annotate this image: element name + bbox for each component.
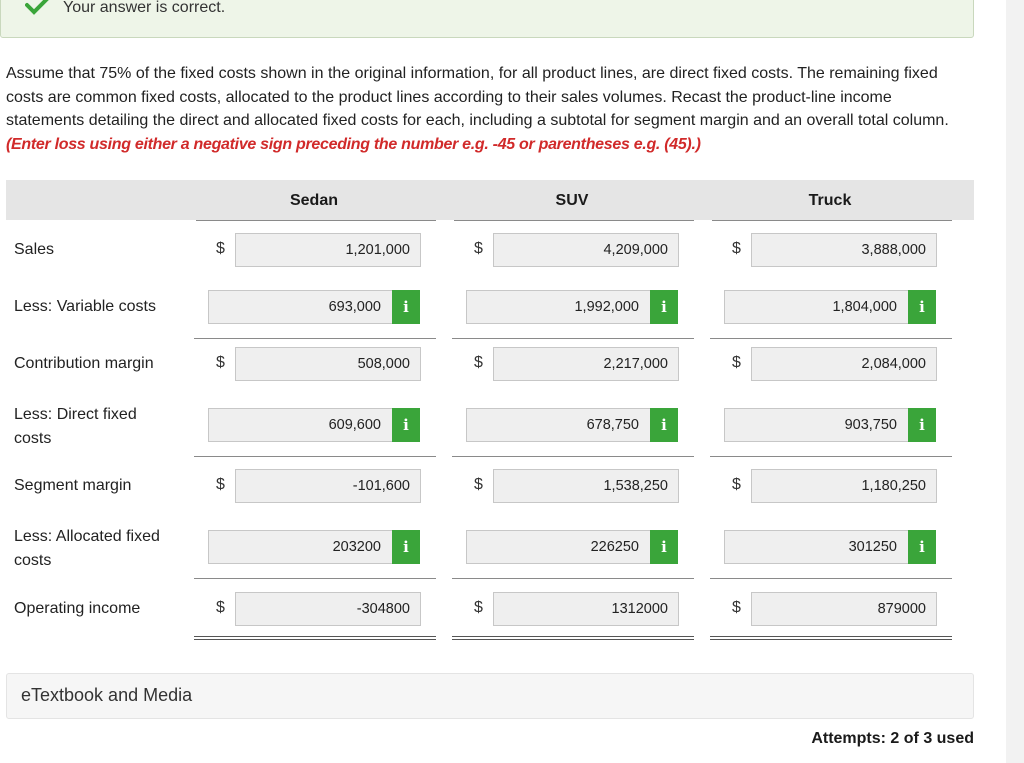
info-icon[interactable]: i (650, 530, 678, 564)
info-icon[interactable]: i (908, 408, 936, 442)
currency-symbol: $ (732, 240, 741, 257)
question-text: Assume that 75% of the fixed costs shown… (6, 62, 966, 156)
info-icon[interactable]: i (650, 408, 678, 442)
amount-input[interactable]: 903,750 i (724, 408, 936, 442)
scrollbar[interactable] (1006, 0, 1024, 763)
amount-input[interactable]: 1,538,250 (493, 469, 679, 503)
info-icon[interactable]: i (392, 408, 420, 442)
amount-value: 609,600 (328, 417, 381, 433)
total-double-underline (710, 636, 952, 640)
amount-input[interactable]: 508,000 (235, 347, 421, 381)
question-body: Assume that 75% of the fixed costs shown… (6, 65, 949, 129)
amount-input[interactable]: 2,217,000 (493, 347, 679, 381)
currency-symbol: $ (474, 476, 483, 493)
info-icon[interactable]: i (650, 290, 678, 324)
amount-value: 301250 (848, 539, 897, 555)
currency-symbol: $ (732, 599, 741, 616)
amount-input[interactable]: -101,600 (235, 469, 421, 503)
amount-input[interactable]: 1,804,000 i (724, 290, 936, 324)
total-double-underline (194, 636, 436, 640)
subtotal-underline (194, 456, 436, 457)
amount-input[interactable]: 693,000 i (208, 290, 420, 324)
row-label: Contribution margin (14, 355, 154, 372)
row-label: Sales (14, 241, 55, 258)
amount-value: 1,992,000 (574, 299, 639, 315)
column-header-sedan: Sedan (289, 192, 338, 209)
amount-input[interactable]: -304800 (235, 592, 421, 626)
amount-input[interactable]: 1,180,250 (751, 469, 937, 503)
total-double-underline (452, 636, 694, 640)
subtotal-underline (452, 338, 694, 339)
currency-symbol: $ (474, 599, 483, 616)
info-icon[interactable]: i (392, 290, 420, 324)
currency-symbol: $ (474, 240, 483, 257)
amount-input[interactable]: 609,600 i (208, 408, 420, 442)
subtotal-underline (710, 578, 952, 579)
row-label: Less: Direct fixed costs (14, 406, 137, 447)
amount-value: 203200 (332, 539, 381, 555)
info-icon[interactable]: i (908, 290, 936, 324)
currency-symbol: $ (216, 476, 225, 493)
row-label: Operating income (14, 600, 141, 617)
correct-answer-banner: Your answer is correct. (0, 0, 974, 38)
subtotal-underline (710, 456, 952, 457)
header-underline (712, 220, 952, 221)
amount-input[interactable]: 2,084,000 (751, 347, 937, 381)
subtotal-underline (710, 338, 952, 339)
table-header (6, 180, 974, 220)
subtotal-underline (194, 578, 436, 579)
amount-value: 226250 (590, 539, 639, 555)
subtotal-underline (194, 338, 436, 339)
amount-input[interactable]: 678,750 i (466, 408, 678, 442)
etextbook-label: eTextbook and Media (21, 685, 193, 705)
header-underline (454, 220, 694, 221)
row-label: Less: Variable costs (14, 298, 156, 315)
currency-symbol: $ (216, 599, 225, 616)
currency-symbol: $ (216, 354, 225, 371)
currency-symbol: $ (216, 240, 225, 257)
column-header-truck: Truck (808, 192, 852, 209)
currency-symbol: $ (474, 354, 483, 371)
row-label: Less: Allocated fixed costs (14, 528, 160, 569)
amount-input[interactable]: 879000 (751, 592, 937, 626)
amount-input[interactable]: 1,201,000 (235, 233, 421, 267)
currency-symbol: $ (732, 354, 741, 371)
amount-input[interactable]: 1,992,000 i (466, 290, 678, 324)
subtotal-underline (452, 456, 694, 457)
amount-value: 1,804,000 (832, 299, 897, 315)
currency-symbol: $ (732, 476, 741, 493)
amount-input[interactable]: 3,888,000 (751, 233, 937, 267)
amount-input[interactable]: 4,209,000 (493, 233, 679, 267)
info-icon[interactable]: i (392, 530, 420, 564)
amount-value: 693,000 (328, 299, 381, 315)
banner-message: Your answer is correct. (63, 0, 226, 16)
info-icon[interactable]: i (908, 530, 936, 564)
amount-input[interactable]: 301250 i (724, 530, 936, 564)
amount-input[interactable]: 203200 i (208, 530, 420, 564)
row-label: Segment margin (14, 477, 132, 494)
question-note: (Enter loss using either a negative sign… (6, 135, 701, 153)
amount-value: 903,750 (844, 417, 897, 433)
amount-value: 678,750 (586, 417, 639, 433)
subtotal-underline (452, 578, 694, 579)
etextbook-media-link[interactable]: eTextbook and Media (6, 673, 974, 719)
amount-input[interactable]: 226250 i (466, 530, 678, 564)
column-header-suv: SUV (555, 192, 589, 209)
header-underline (196, 220, 436, 221)
attempts-counter: Attempts: 2 of 3 used (811, 730, 974, 747)
amount-input[interactable]: 1312000 (493, 592, 679, 626)
check-icon (25, 0, 49, 15)
